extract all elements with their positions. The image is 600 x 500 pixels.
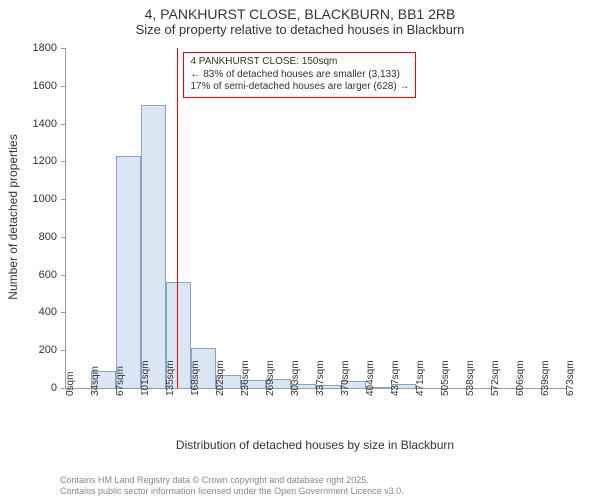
annotation-box: 4 PANKHURST CLOSE: 150sqm← 83% of detach… — [183, 52, 416, 98]
title-line1: 4, PANKHURST CLOSE, BLACKBURN, BB1 2RB — [0, 6, 600, 22]
ytick-mark — [61, 48, 66, 49]
ytick-mark — [61, 199, 66, 200]
ytick-label: 200 — [17, 344, 57, 356]
histogram-bar — [116, 156, 141, 388]
ytick-label: 1600 — [17, 80, 57, 92]
chart-container: 4, PANKHURST CLOSE, BLACKBURN, BB1 2RB S… — [0, 0, 600, 500]
ytick-mark — [61, 86, 66, 87]
ytick-label: 1000 — [17, 193, 57, 205]
ytick-label: 800 — [17, 231, 57, 243]
reference-line — [177, 48, 178, 388]
y-axis-label: Number of detached properties — [6, 117, 20, 317]
ytick-label: 1400 — [17, 118, 57, 130]
title-block: 4, PANKHURST CLOSE, BLACKBURN, BB1 2RB S… — [0, 0, 600, 37]
x-axis-label: Distribution of detached houses by size … — [65, 438, 565, 452]
ytick-label: 1800 — [17, 42, 57, 54]
ytick-label: 0 — [17, 382, 57, 394]
footer-line2: Contains public sector information licen… — [60, 486, 404, 497]
ytick-mark — [61, 350, 66, 351]
plot-area: 4 PANKHURST CLOSE: 150sqm← 83% of detach… — [65, 48, 566, 389]
ytick-label: 1200 — [17, 155, 57, 167]
annotation-line3: 17% of semi-detached houses are larger (… — [190, 81, 409, 94]
ytick-mark — [61, 312, 66, 313]
ytick-mark — [61, 237, 66, 238]
ytick-mark — [61, 161, 66, 162]
annotation-line1: 4 PANKHURST CLOSE: 150sqm — [190, 56, 409, 69]
title-line2: Size of property relative to detached ho… — [0, 22, 600, 37]
footer-attribution: Contains HM Land Registry data © Crown c… — [60, 475, 404, 497]
ytick-label: 600 — [17, 269, 57, 281]
histogram-bar — [141, 105, 166, 388]
annotation-line2: ← 83% of detached houses are smaller (3,… — [190, 69, 409, 82]
footer-line1: Contains HM Land Registry data © Crown c… — [60, 475, 404, 486]
ytick-label: 400 — [17, 306, 57, 318]
ytick-mark — [61, 275, 66, 276]
ytick-mark — [61, 124, 66, 125]
